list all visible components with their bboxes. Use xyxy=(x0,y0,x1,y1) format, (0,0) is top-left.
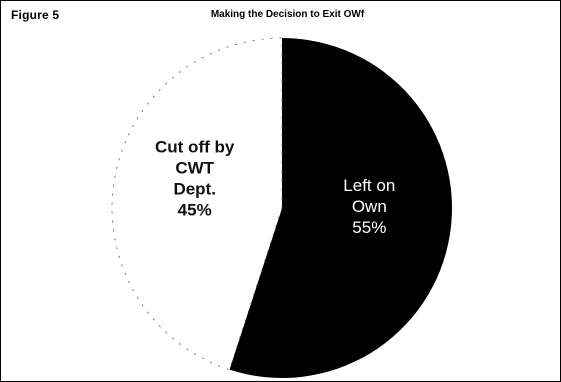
slice-label-line: Dept. xyxy=(173,180,216,199)
slice-label-line: Left on xyxy=(343,176,395,195)
slice-label-line: Cut off by xyxy=(155,138,235,157)
slice-label-line: 55% xyxy=(352,218,386,237)
slice-label-line: 45% xyxy=(178,201,212,220)
slice-label-line: Own xyxy=(352,197,387,216)
slice-label-line: CWT xyxy=(175,159,214,178)
pie-slices xyxy=(112,38,452,378)
